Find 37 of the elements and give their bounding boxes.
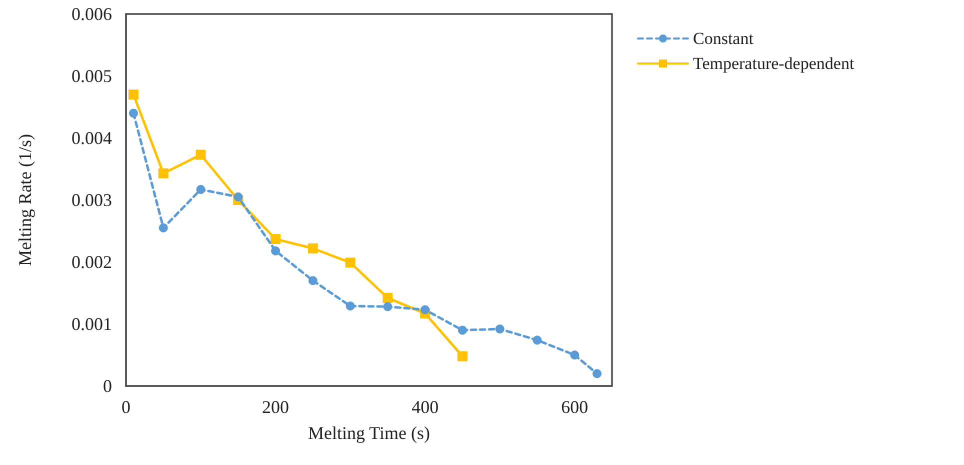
point <box>270 234 281 244</box>
point <box>158 168 168 178</box>
x-tick-label: 0 <box>122 397 130 417</box>
point <box>383 302 392 312</box>
y-tick-label: 0.001 <box>72 314 112 334</box>
x-tick-label: 400 <box>412 397 439 417</box>
point <box>308 276 318 286</box>
x-tick-label: 600 <box>561 397 588 417</box>
point <box>570 350 580 360</box>
y-tick-label: 0.002 <box>72 252 112 272</box>
point <box>308 243 318 254</box>
x-axis-title: Melting Time (s) <box>308 423 430 443</box>
point <box>196 150 206 160</box>
point <box>532 336 542 345</box>
x-tick-label: 200 <box>262 397 290 417</box>
y-tick-label: 0.005 <box>72 66 112 86</box>
point <box>346 302 355 311</box>
legend-label: Temperature-dependent <box>693 54 854 73</box>
point <box>382 292 393 303</box>
point <box>458 326 467 335</box>
y-tick-label: 0 <box>103 376 112 396</box>
point <box>457 351 468 362</box>
point <box>592 369 602 378</box>
y-tick-label: 0.004 <box>72 128 112 148</box>
point <box>271 246 280 256</box>
point <box>234 192 243 202</box>
y-axis-title: Melting Rate (1/s) <box>15 134 35 266</box>
y-tick-label: 0.006 <box>72 4 112 24</box>
point <box>128 108 138 118</box>
point <box>128 90 138 100</box>
point <box>420 305 430 314</box>
point <box>495 324 504 334</box>
point <box>345 258 356 268</box>
legend-label: Constant <box>693 29 754 48</box>
y-tick-label: 0.003 <box>72 190 112 210</box>
point <box>196 184 206 194</box>
point <box>158 223 168 232</box>
